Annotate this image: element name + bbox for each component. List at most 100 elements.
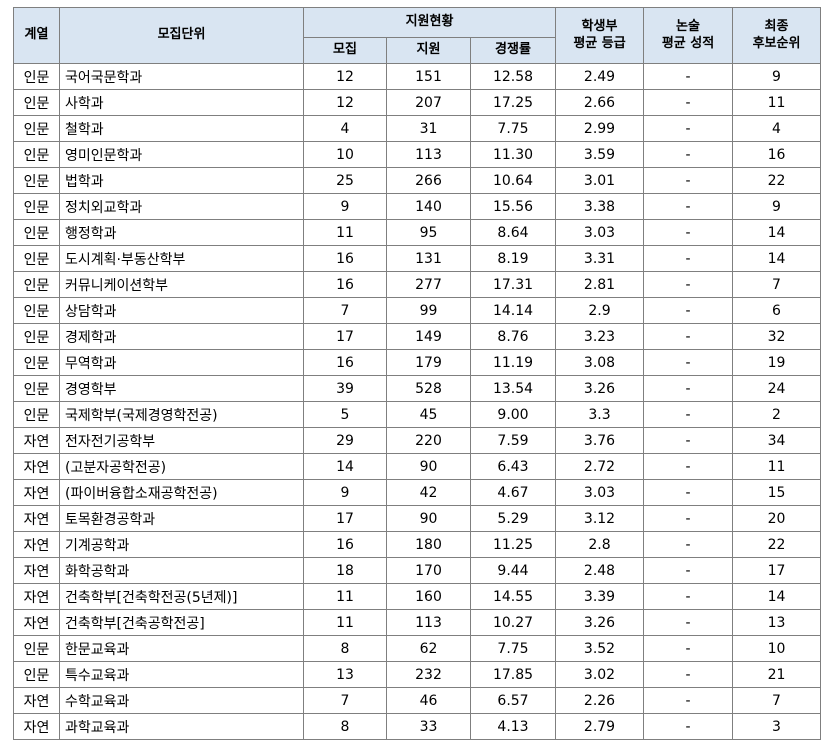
table-row: 자연 (고분자공학전공) 14 90 6.43 2.72-11: [13, 453, 821, 480]
cell-unit: 커뮤니케이션학부: [59, 271, 304, 298]
cell-quota: 7: [303, 297, 387, 324]
cell-essay: -: [643, 583, 733, 610]
cell-field: 인문: [13, 661, 60, 688]
cell-quota: 11: [303, 219, 387, 246]
cell-gpa: 3.31: [555, 245, 644, 272]
cell-field: 인문: [13, 401, 60, 428]
cell-gpa: 3.12: [555, 505, 644, 532]
cell-quota: 8: [303, 635, 387, 662]
cell-field: 인문: [13, 271, 60, 298]
cell-rank: 17: [732, 557, 821, 584]
cell-gpa: 2.72: [555, 453, 644, 480]
cell-essay: -: [643, 557, 733, 584]
cell-rank: 11: [732, 453, 821, 480]
cell-ratio: 14.14: [470, 297, 556, 324]
cell-applied: 151: [386, 63, 471, 90]
cell-rank: 20: [732, 505, 821, 532]
cell-gpa: 3.3: [555, 401, 644, 428]
header-final-rank: 최종 후보순위: [732, 7, 821, 64]
cell-field: 인문: [13, 89, 60, 116]
cell-field: 자연: [13, 531, 60, 558]
header-quota: 모집: [303, 37, 387, 64]
cell-unit: 전자전기공학부: [59, 427, 304, 454]
cell-essay: -: [643, 427, 733, 454]
cell-unit: 정치외교학과: [59, 193, 304, 220]
cell-rank: 3: [732, 713, 821, 740]
cell-quota: 9: [303, 479, 387, 506]
header-final-line1: 최종: [764, 19, 789, 35]
cell-gpa: 2.26: [555, 687, 644, 714]
cell-applied: 45: [386, 401, 471, 428]
cell-gpa: 3.26: [555, 375, 644, 402]
cell-gpa: 3.02: [555, 661, 644, 688]
header-essay: 논술 평균 성적: [643, 7, 733, 64]
cell-gpa: 3.01: [555, 167, 644, 194]
table-row: 인문 행정학과 11 95 8.64 3.03-14: [13, 219, 821, 246]
cell-essay: -: [643, 245, 733, 272]
cell-ratio: 13.54: [470, 375, 556, 402]
header-applied: 지원: [386, 37, 471, 64]
table-row: 인문 국제학부(국제경영학전공) 5 45 9.00 3.3-2: [13, 401, 821, 428]
cell-unit: 상담학과: [59, 297, 304, 324]
cell-rank: 10: [732, 635, 821, 662]
cell-applied: 113: [386, 141, 471, 168]
table-row: 인문 경영학부 39 528 13.54 3.26-24: [13, 375, 821, 402]
cell-applied: 528: [386, 375, 471, 402]
cell-essay: -: [643, 713, 733, 740]
cell-ratio: 9.00: [470, 401, 556, 428]
cell-gpa: 2.79: [555, 713, 644, 740]
cell-ratio: 17.25: [470, 89, 556, 116]
cell-field: 자연: [13, 713, 60, 740]
cell-quota: 17: [303, 323, 387, 350]
cell-essay: -: [643, 531, 733, 558]
table-row: 인문 영미인문학과 10 113 11.30 3.59-16: [13, 141, 821, 168]
cell-rank: 19: [732, 349, 821, 376]
cell-quota: 29: [303, 427, 387, 454]
table-row: 자연 화학공학과 18 170 9.44 2.48-17: [13, 557, 821, 584]
cell-applied: 207: [386, 89, 471, 116]
cell-unit: 도시계획·부동산학부: [59, 245, 304, 272]
cell-ratio: 10.64: [470, 167, 556, 194]
cell-unit: 경제학과: [59, 323, 304, 350]
cell-ratio: 17.31: [470, 271, 556, 298]
cell-quota: 9: [303, 193, 387, 220]
cell-gpa: 2.48: [555, 557, 644, 584]
cell-rank: 2: [732, 401, 821, 428]
cell-quota: 7: [303, 687, 387, 714]
cell-gpa: 3.03: [555, 219, 644, 246]
cell-quota: 17: [303, 505, 387, 532]
cell-field: 인문: [13, 297, 60, 324]
cell-applied: 140: [386, 193, 471, 220]
cell-rank: 15: [732, 479, 821, 506]
cell-ratio: 17.85: [470, 661, 556, 688]
cell-ratio: 9.44: [470, 557, 556, 584]
cell-ratio: 10.27: [470, 609, 556, 636]
cell-ratio: 14.55: [470, 583, 556, 610]
cell-applied: 179: [386, 349, 471, 376]
table-row: 인문 상담학과 7 99 14.14 2.9-6: [13, 297, 821, 324]
cell-rank: 34: [732, 427, 821, 454]
cell-unit: 영미인문학과: [59, 141, 304, 168]
cell-unit: 수학교육과: [59, 687, 304, 714]
header-field: 계열: [13, 7, 60, 64]
cell-rank: 22: [732, 167, 821, 194]
header-gpa-line1: 학생부: [581, 19, 618, 35]
cell-applied: 33: [386, 713, 471, 740]
cell-rank: 14: [732, 219, 821, 246]
cell-ratio: 11.25: [470, 531, 556, 558]
cell-field: 인문: [13, 635, 60, 662]
cell-applied: 277: [386, 271, 471, 298]
cell-quota: 16: [303, 245, 387, 272]
cell-field: 자연: [13, 609, 60, 636]
table-row: 자연 수학교육과 7 46 6.57 2.26-7: [13, 687, 821, 714]
cell-quota: 16: [303, 349, 387, 376]
cell-applied: 90: [386, 453, 471, 480]
cell-unit: 국제학부(국제경영학전공): [59, 401, 304, 428]
cell-field: 자연: [13, 557, 60, 584]
cell-essay: -: [643, 661, 733, 688]
cell-applied: 42: [386, 479, 471, 506]
cell-rank: 14: [732, 245, 821, 272]
cell-gpa: 2.49: [555, 63, 644, 90]
cell-applied: 220: [386, 427, 471, 454]
cell-rank: 7: [732, 271, 821, 298]
